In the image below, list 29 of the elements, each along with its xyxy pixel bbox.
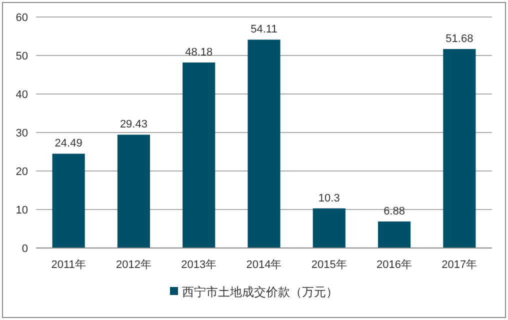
y-tick-label: 0: [22, 243, 28, 255]
data-label: 10.3: [318, 192, 340, 204]
y-tick-label: 10: [16, 204, 28, 216]
x-tick-label: 2012年: [116, 259, 152, 271]
bar: [443, 49, 476, 248]
data-label: 48.18: [185, 46, 213, 59]
data-label: 24.49: [54, 138, 82, 150]
data-label: 54.11: [250, 24, 278, 36]
data-label: 51.68: [446, 33, 474, 46]
bar: [52, 154, 85, 248]
bar: [182, 62, 216, 248]
data-label: 29.43: [120, 118, 148, 131]
y-tick-label: 60: [16, 12, 28, 24]
y-tick-label: 30: [16, 128, 28, 140]
y-tick-label: 20: [16, 166, 28, 178]
legend-label: 西宁市土地成交价款（万元）: [182, 285, 338, 299]
x-tick-label: 2017年: [442, 259, 478, 271]
bar: [312, 208, 346, 248]
y-tick-label: 40: [16, 89, 28, 101]
x-tick-label: 2015年: [311, 259, 347, 271]
y-tick-label: 50: [16, 50, 28, 62]
bar: [248, 40, 280, 248]
x-tick-label: 2016年: [376, 259, 412, 271]
x-tick-label: 2011年: [51, 259, 86, 271]
x-tick-label: 2014年: [246, 259, 282, 271]
bar: [378, 222, 411, 248]
data-label: 6.88: [384, 206, 405, 218]
x-tick-label: 2013年: [181, 259, 217, 271]
bar: [117, 134, 150, 248]
